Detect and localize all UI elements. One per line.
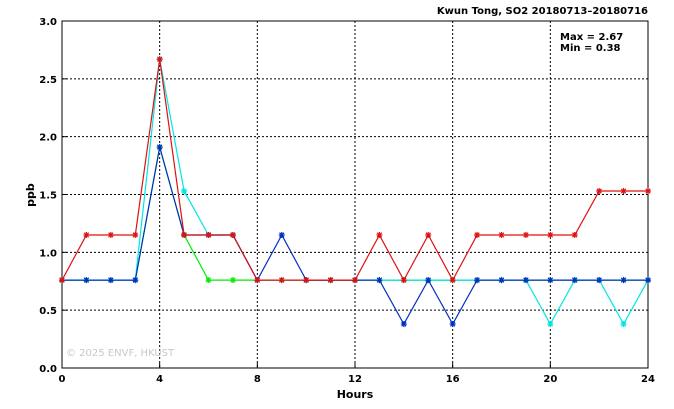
data-point-marker (449, 321, 456, 328)
data-point-marker (83, 277, 90, 284)
data-point-marker (83, 231, 90, 238)
data-point-marker (400, 321, 407, 328)
y-tick-label: 3.0 (39, 17, 57, 28)
data-point-marker (254, 277, 261, 284)
y-tick-label: 0.0 (39, 364, 57, 375)
data-point-marker (132, 231, 139, 238)
min-annotation: Min = 0.38 (560, 43, 621, 54)
data-point-marker (303, 277, 310, 284)
data-point-marker (522, 277, 529, 284)
data-point-marker (425, 231, 432, 238)
x-tick-label: 16 (446, 374, 460, 385)
data-point-marker (327, 277, 334, 284)
data-point-marker (547, 231, 554, 238)
data-point-marker (181, 188, 188, 195)
data-point-marker (620, 277, 627, 284)
data-point-marker (400, 277, 407, 284)
y-tick-label: 2.5 (39, 75, 57, 86)
data-point-marker (571, 231, 578, 238)
x-axis-ticks: 0 4 8 12 16 20 24 (59, 363, 655, 385)
data-point-marker (498, 277, 505, 284)
data-point-marker (645, 188, 651, 195)
y-tick-label: 2.0 (39, 133, 57, 144)
grid-lines (62, 21, 648, 368)
x-tick-label: 4 (156, 374, 163, 385)
copyright-watermark: © 2025 ENVF, HKUST (66, 348, 175, 359)
y-axis-ticks: 0.0 0.5 1.0 1.5 2.0 2.5 3.0 (39, 17, 67, 375)
data-point-marker (596, 188, 603, 195)
data-point-marker (107, 231, 114, 238)
y-tick-label: 0.5 (39, 306, 57, 317)
x-tick-label: 12 (348, 374, 362, 385)
data-point-marker (522, 231, 529, 238)
max-annotation: Max = 2.67 (560, 32, 623, 43)
data-point-marker (59, 277, 65, 284)
data-point-marker (449, 277, 456, 284)
data-point-marker (571, 277, 578, 284)
x-axis-label: Hours (337, 388, 374, 401)
data-point-marker (620, 321, 627, 328)
data-point-marker (205, 277, 212, 284)
x-tick-label: 24 (641, 374, 655, 385)
data-point-marker (229, 231, 236, 238)
data-point-marker (425, 277, 432, 284)
data-point-marker (645, 277, 651, 284)
data-point-marker (156, 56, 163, 63)
data-point-marker (620, 188, 627, 195)
y-axis-label: ppb (24, 183, 37, 207)
data-point-marker (156, 144, 163, 151)
data-point-marker (376, 277, 383, 284)
x-tick-label: 20 (543, 374, 557, 385)
data-point-marker (596, 277, 603, 284)
y-tick-label: 1.0 (39, 248, 57, 259)
y-tick-label: 1.5 (39, 191, 57, 202)
data-point-marker (181, 231, 188, 238)
data-point-marker (107, 277, 114, 284)
data-point-marker (474, 277, 481, 284)
data-point-marker (278, 231, 285, 238)
chart-title: Kwun Tong, SO2 20180713–20180716 (437, 6, 648, 17)
data-point-marker (205, 231, 212, 238)
data-point-marker (474, 231, 481, 238)
data-point-marker (352, 277, 358, 284)
data-point-marker (547, 277, 554, 284)
data-point-marker (498, 231, 505, 238)
data-point-marker (132, 277, 139, 284)
data-point-marker (278, 277, 285, 284)
series-3 (59, 56, 651, 284)
data-point-marker (376, 231, 383, 238)
data-point-marker (547, 321, 554, 328)
x-tick-label: 8 (254, 374, 261, 385)
x-tick-label: 0 (59, 374, 66, 385)
data-series (59, 56, 651, 328)
data-point-marker (229, 277, 236, 284)
